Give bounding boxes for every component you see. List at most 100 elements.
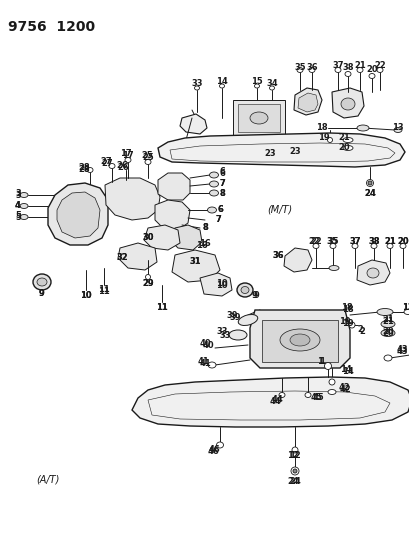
Ellipse shape	[209, 172, 218, 178]
Ellipse shape	[145, 159, 151, 165]
Text: 24: 24	[363, 190, 375, 198]
Ellipse shape	[278, 392, 284, 398]
Ellipse shape	[380, 329, 394, 336]
Text: 42: 42	[338, 385, 350, 394]
Text: 9: 9	[39, 288, 45, 297]
Text: 16: 16	[199, 239, 210, 248]
Ellipse shape	[344, 71, 350, 77]
Text: 43: 43	[395, 348, 407, 357]
Text: 9756  1200: 9756 1200	[8, 20, 95, 34]
Ellipse shape	[209, 190, 218, 196]
Text: 38: 38	[342, 63, 353, 72]
Text: 12: 12	[286, 450, 298, 459]
Ellipse shape	[291, 447, 297, 453]
Ellipse shape	[324, 362, 331, 369]
Polygon shape	[331, 88, 363, 118]
Ellipse shape	[238, 314, 257, 326]
Text: 11: 11	[98, 287, 110, 295]
Text: 31: 31	[189, 257, 200, 266]
Text: 35: 35	[294, 62, 305, 71]
Ellipse shape	[334, 68, 340, 72]
Text: 36: 36	[306, 62, 317, 71]
Text: 46: 46	[207, 447, 218, 456]
Ellipse shape	[145, 274, 150, 279]
Bar	[261, 320, 337, 362]
Text: 14: 14	[339, 366, 351, 375]
Text: 26: 26	[117, 163, 128, 172]
Text: 5: 5	[15, 213, 21, 222]
Text: 9: 9	[252, 290, 257, 300]
Ellipse shape	[312, 244, 318, 248]
Ellipse shape	[351, 244, 357, 248]
Ellipse shape	[20, 204, 28, 208]
Ellipse shape	[386, 244, 392, 248]
Ellipse shape	[125, 157, 131, 163]
Ellipse shape	[219, 84, 224, 88]
Ellipse shape	[296, 68, 302, 72]
Text: 21: 21	[337, 133, 349, 142]
Text: 43: 43	[395, 345, 407, 354]
Ellipse shape	[370, 244, 376, 248]
Text: 20: 20	[396, 238, 408, 246]
Ellipse shape	[194, 86, 199, 90]
Text: 36: 36	[272, 252, 283, 261]
Ellipse shape	[342, 138, 352, 142]
Ellipse shape	[308, 68, 314, 72]
Polygon shape	[144, 225, 180, 250]
Ellipse shape	[249, 112, 267, 124]
Text: 30: 30	[142, 233, 153, 243]
Text: 35: 35	[326, 237, 337, 246]
Ellipse shape	[380, 320, 394, 327]
Text: 33: 33	[191, 78, 202, 87]
Ellipse shape	[328, 379, 334, 385]
Text: 29: 29	[142, 279, 153, 287]
Text: 10: 10	[216, 279, 227, 288]
Ellipse shape	[383, 355, 391, 361]
Ellipse shape	[403, 310, 409, 314]
Text: 22: 22	[373, 61, 385, 69]
Text: 6: 6	[216, 206, 222, 214]
Ellipse shape	[367, 181, 371, 185]
Ellipse shape	[348, 322, 354, 328]
Ellipse shape	[356, 68, 362, 72]
Text: 22: 22	[309, 238, 321, 246]
Text: 21: 21	[383, 237, 395, 246]
Text: 34: 34	[265, 78, 277, 87]
Text: 8: 8	[218, 189, 224, 198]
Ellipse shape	[229, 330, 246, 340]
Text: 13: 13	[401, 303, 409, 312]
Text: 44: 44	[270, 395, 282, 405]
Text: 17: 17	[120, 149, 131, 157]
Text: 31: 31	[189, 257, 200, 266]
Ellipse shape	[342, 146, 352, 150]
Text: 10: 10	[80, 290, 92, 300]
Text: 26: 26	[116, 161, 128, 171]
Text: 18: 18	[340, 303, 352, 312]
Text: 27: 27	[101, 158, 112, 167]
Text: 3: 3	[15, 190, 21, 198]
Ellipse shape	[376, 309, 392, 316]
Text: 14: 14	[341, 367, 353, 376]
Ellipse shape	[207, 207, 216, 213]
Polygon shape	[283, 248, 311, 272]
Text: 4: 4	[15, 200, 21, 209]
Text: 13: 13	[401, 303, 409, 311]
Polygon shape	[170, 225, 202, 250]
Ellipse shape	[236, 283, 252, 297]
Polygon shape	[105, 178, 160, 220]
Text: 15: 15	[250, 77, 262, 85]
Text: 9: 9	[39, 289, 45, 298]
Ellipse shape	[327, 390, 335, 394]
Text: 6: 6	[216, 206, 222, 214]
Text: 7: 7	[215, 215, 220, 224]
Text: 32: 32	[116, 254, 128, 262]
Ellipse shape	[33, 274, 51, 290]
Text: 7: 7	[215, 215, 220, 224]
Text: 19: 19	[317, 133, 329, 141]
Text: 7: 7	[218, 179, 224, 188]
Text: 8: 8	[202, 223, 207, 232]
Ellipse shape	[366, 180, 373, 187]
Text: 39: 39	[229, 313, 240, 322]
Text: 37: 37	[348, 238, 360, 246]
Text: 1: 1	[318, 358, 324, 367]
